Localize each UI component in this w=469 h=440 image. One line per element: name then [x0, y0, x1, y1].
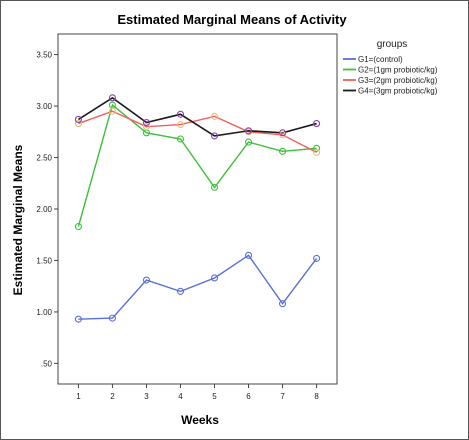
- series-line-g1: [78, 254, 318, 320]
- series-markers: [74, 94, 321, 323]
- data-point-g1: [74, 315, 82, 323]
- data-point-g2: [244, 138, 253, 146]
- data-point-g3: [74, 120, 82, 128]
- data-point-g4: [108, 94, 116, 102]
- series-line-g4: [77, 96, 317, 137]
- data-point-g4: [176, 110, 185, 118]
- x-tick-label: 6: [246, 392, 251, 401]
- data-point-g2: [176, 135, 185, 143]
- data-point-g1: [279, 300, 287, 308]
- x-tick-label: 2: [110, 392, 115, 401]
- data-point-g2: [210, 183, 219, 191]
- x-tick-label: 7: [280, 392, 285, 401]
- x-axis-label: Weeks: [181, 413, 219, 427]
- plot-area: [57, 33, 338, 385]
- data-point-g4: [279, 129, 287, 137]
- data-point-g4: [244, 127, 253, 135]
- data-point-g2: [74, 222, 82, 231]
- y-axis: .50 1.00 1.50 2.00 2.50 3.00 3.50: [36, 51, 58, 368]
- chart-title: Estimated Marginal Means of Activity: [117, 12, 347, 27]
- data-point-g1: [244, 251, 253, 259]
- x-axis: 1 2 3 4 5 6 7 8: [76, 384, 319, 401]
- data-point-g1: [176, 287, 185, 295]
- y-tick-label: 3.50: [36, 51, 52, 60]
- x-tick-label: 3: [144, 392, 149, 401]
- legend-entry-g2: G2=(1gm probiotic/kg): [358, 66, 438, 75]
- x-tick-label: 4: [178, 392, 183, 401]
- series-lines: [77, 96, 318, 320]
- x-tick-label: 8: [314, 392, 319, 401]
- legend-entry-g1: G1=(control): [358, 55, 403, 64]
- y-tick-label: 1.50: [36, 256, 52, 265]
- data-point-g3: [279, 131, 287, 139]
- y-tick-label: 2.00: [36, 205, 52, 214]
- series-line-g2: [77, 103, 317, 227]
- data-point-g4: [313, 120, 321, 128]
- data-point-g4: [210, 132, 219, 140]
- y-axis-label: Estimated Marginal Means: [11, 144, 25, 295]
- y-tick-label: 3.00: [36, 102, 52, 111]
- data-point-g4: [74, 115, 82, 123]
- x-tick-label: 5: [212, 392, 217, 401]
- legend-entry-g4: G4=(3gm probiotic/kg): [358, 87, 438, 96]
- y-tick-label: 2.50: [36, 154, 52, 163]
- data-point-g3: [313, 148, 321, 156]
- legend: groups G1=(control) G2=(1gm probiotic/kg)…: [343, 39, 438, 96]
- data-point-g1: [142, 276, 151, 284]
- data-point-g3: [176, 121, 185, 129]
- data-point-g3: [142, 123, 151, 131]
- data-point-g2: [313, 144, 321, 152]
- data-point-g1: [313, 254, 321, 262]
- data-point-g1: [210, 274, 219, 282]
- data-point-g1: [108, 314, 116, 322]
- series-line-g3: [78, 110, 317, 154]
- data-point-g2: [279, 147, 287, 155]
- legend-entry-g3: G3=(2gm probiotic/kg): [358, 76, 438, 85]
- y-tick-label: 1.00: [36, 308, 52, 317]
- y-tick-label: .50: [41, 359, 53, 368]
- data-point-g3: [108, 107, 116, 115]
- x-tick-label: 1: [76, 392, 81, 401]
- data-point-g4: [142, 118, 151, 127]
- legend-title: groups: [377, 39, 408, 50]
- data-point-g3: [210, 112, 219, 120]
